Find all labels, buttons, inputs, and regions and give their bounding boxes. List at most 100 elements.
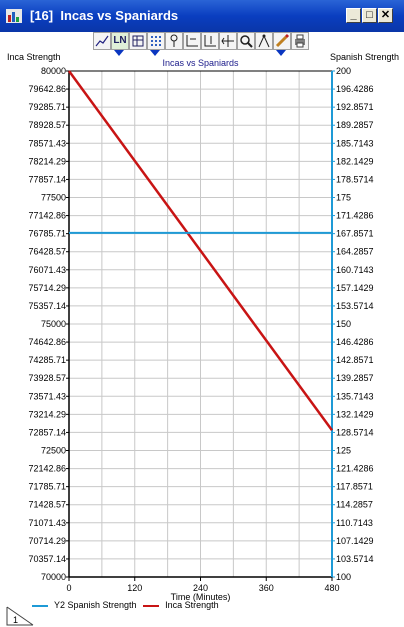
- ln-icon[interactable]: LN: [111, 32, 129, 50]
- y-tick-label: 73214.29: [28, 409, 66, 419]
- pencil-icon[interactable]: [273, 32, 291, 50]
- right-axis-header: Spanish Strength: [330, 52, 400, 62]
- toolbar: LN: [0, 32, 404, 56]
- window-title: [16] Incas vs Spaniards: [30, 8, 179, 23]
- y-tick-label: 72500: [41, 446, 66, 456]
- minimize-button[interactable]: _: [346, 8, 361, 23]
- y2-tick-label: 164.2857: [336, 247, 374, 257]
- y2-tick-label: 121.4286: [336, 464, 374, 474]
- y2-tick-label: 167.8571: [336, 229, 374, 239]
- y-tick-label: 71785.71: [28, 482, 66, 492]
- y-tick-label: 70000: [41, 572, 66, 582]
- legend-swatch-spanish: [32, 604, 48, 607]
- y-tick-label: 73928.57: [28, 373, 66, 383]
- y-tick-label: 71071.43: [28, 518, 66, 528]
- y2-tick-label: 128.5714: [336, 427, 374, 437]
- y2-tick-label: 135.7143: [336, 391, 374, 401]
- y-tick-label: 75357.14: [28, 301, 66, 311]
- chart-title: Incas vs Spaniards: [162, 58, 239, 68]
- legend: Y2 Spanish Strength Inca Strength: [32, 600, 223, 614]
- y-tick-label: 71428.57: [28, 500, 66, 510]
- legend-swatch-inca: [143, 604, 160, 607]
- legend-item-inca: Inca Strength: [143, 600, 219, 610]
- close-button[interactable]: ✕: [378, 8, 393, 23]
- legend-label-spanish: Y2 Spanish Strength: [54, 600, 137, 610]
- y2-tick-label: 114.2857: [336, 500, 373, 510]
- y-tick-label: 74285.71: [28, 355, 66, 365]
- y2-tick-label: 160.7143: [336, 265, 374, 275]
- toolbar-marker: [276, 50, 286, 56]
- y2-tick-label: 132.1429: [336, 409, 374, 419]
- y-tick-label: 70714.29: [28, 536, 66, 546]
- y-tick-label: 75714.29: [28, 283, 66, 293]
- grid-icon[interactable]: [147, 32, 165, 50]
- x-tick-label: 360: [259, 583, 274, 593]
- y2-tick-label: 153.5714: [336, 301, 374, 311]
- y2-tick-label: 171.4286: [336, 211, 374, 221]
- toolbar-marker: [114, 50, 124, 56]
- y-tick-label: 77857.14: [28, 174, 66, 184]
- left-axis-header: Inca Strength: [7, 52, 61, 62]
- y2-tick-label: 192.8571: [336, 102, 374, 112]
- y-tick-label: 79642.86: [28, 84, 66, 94]
- y-tick-label: 72142.86: [28, 464, 66, 474]
- x-tick-label: 240: [193, 583, 208, 593]
- y2-tick-label: 157.1429: [336, 283, 374, 293]
- plot-area: [69, 71, 332, 577]
- y-tick-label: 78928.57: [28, 120, 66, 130]
- axis2-icon[interactable]: [201, 32, 219, 50]
- y-tick-label: 72857.14: [28, 427, 66, 437]
- axis-icon[interactable]: [183, 32, 201, 50]
- x-tick-label: 120: [127, 583, 142, 593]
- y2-tick-label: 110.7143: [336, 518, 373, 528]
- y2-tick-label: 142.8571: [336, 355, 374, 365]
- y-tick-label: 77142.86: [28, 211, 66, 221]
- legend-label-inca: Inca Strength: [165, 600, 219, 610]
- y2-tick-label: 150: [336, 319, 351, 329]
- y-tick-label: 76071.43: [28, 265, 66, 275]
- y-tick-label: 76785.71: [28, 229, 66, 239]
- y2-tick-label: 196.4286: [336, 84, 374, 94]
- maximize-button[interactable]: □: [362, 8, 377, 23]
- y2-tick-label: 117.8571: [336, 482, 373, 492]
- y-tick-label: 77500: [41, 193, 66, 203]
- zoom-icon[interactable]: [237, 32, 255, 50]
- print-icon[interactable]: [291, 32, 309, 50]
- y2-tick-label: 182.1429: [336, 156, 374, 166]
- legend-item-spanish: Y2 Spanish Strength: [32, 600, 137, 610]
- y-tick-label: 78571.43: [28, 138, 66, 148]
- y2-tick-label: 178.5714: [336, 174, 374, 184]
- y-tick-label: 73571.43: [28, 391, 66, 401]
- app-icon: [6, 9, 22, 23]
- axis3-icon[interactable]: [219, 32, 237, 50]
- x-tick-label: 480: [324, 583, 339, 593]
- y2-tick-label: 125: [336, 446, 351, 456]
- x-tick-label: 0: [66, 583, 71, 593]
- y2-tick-label: 185.7143: [336, 138, 374, 148]
- y2-tick-label: 189.2857: [336, 120, 374, 130]
- y2-tick-label: 107.1429: [336, 536, 374, 546]
- table-icon[interactable]: [129, 32, 147, 50]
- svg-text:1: 1: [13, 615, 18, 625]
- series-line-inca: [67, 70, 334, 431]
- y-tick-label: 70357.14: [28, 554, 66, 564]
- title-bar[interactable]: [16] Incas vs Spaniards _ □ ✕: [0, 0, 404, 32]
- y-tick-label: 76428.57: [28, 247, 66, 257]
- toolbar-marker: [150, 50, 160, 56]
- y-tick-label: 80000: [41, 66, 66, 76]
- y2-tick-label: 100: [336, 572, 351, 582]
- graph-icon[interactable]: [93, 32, 111, 50]
- y2-tick-label: 103.5714: [336, 554, 374, 564]
- y-tick-label: 79285.71: [28, 102, 66, 112]
- y-tick-label: 74642.86: [28, 337, 66, 347]
- y2-tick-label: 146.4286: [336, 337, 374, 347]
- page-corner-icon: 1: [6, 606, 34, 626]
- y2-tick-label: 175: [336, 193, 351, 203]
- compass-icon[interactable]: [255, 32, 273, 50]
- y2-tick-label: 200: [336, 66, 351, 76]
- y2-tick-label: 139.2857: [336, 373, 374, 383]
- y-tick-label: 75000: [41, 319, 66, 329]
- pin-icon[interactable]: [165, 32, 183, 50]
- y-tick-label: 78214.29: [28, 156, 66, 166]
